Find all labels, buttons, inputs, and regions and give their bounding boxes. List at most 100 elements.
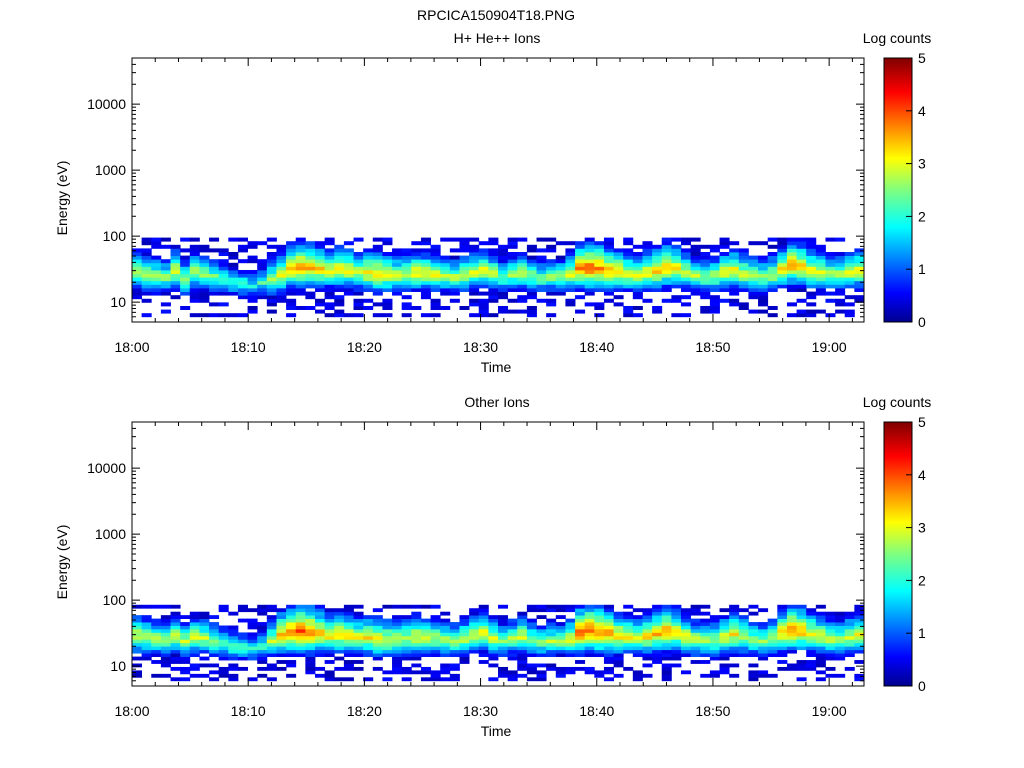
heatmap-cell	[305, 649, 316, 654]
heatmap-cell	[401, 670, 412, 675]
heatmap-cell	[372, 615, 383, 619]
heatmap-cell	[652, 309, 663, 314]
heatmap-cell	[266, 622, 277, 626]
heatmap-cell	[507, 670, 518, 675]
heatmap-cell	[449, 632, 460, 637]
heatmap-cell	[777, 604, 788, 609]
heatmap-cell	[690, 635, 701, 640]
heatmap-cell	[584, 266, 595, 271]
heatmap-cell	[729, 622, 740, 626]
heatmap-cell	[729, 635, 740, 640]
heatmap-cell	[218, 608, 229, 613]
heatmap-cell	[199, 615, 210, 619]
heatmap-cell	[343, 280, 354, 285]
heatmap-cell	[729, 608, 740, 613]
heatmap-cell	[652, 646, 663, 651]
heatmap-cell	[266, 244, 277, 249]
heatmap-cell	[825, 259, 836, 264]
heatmap-cell	[835, 639, 846, 644]
heatmap-cell	[584, 280, 595, 285]
heatmap-cell	[218, 259, 229, 264]
heatmap-cell	[189, 298, 200, 303]
heatmap-cell	[199, 295, 210, 300]
heatmap-cell	[777, 639, 788, 644]
heatmap-cell	[642, 625, 653, 630]
heatmap-cell	[141, 653, 152, 657]
heatmap-cell	[343, 262, 354, 267]
heatmap-cell	[382, 618, 393, 623]
heatmap-cell	[536, 670, 547, 675]
heatmap-cell	[642, 266, 653, 271]
heatmap-cell	[584, 277, 595, 282]
heatmap-cell	[555, 639, 566, 644]
heatmap-cell	[420, 604, 431, 609]
heatmap-cell	[334, 302, 345, 307]
heatmap-cell	[690, 280, 701, 285]
heatmap-cell	[199, 642, 210, 647]
heatmap-cell	[767, 305, 778, 310]
heatmap-cell	[209, 259, 220, 264]
heatmap-cell	[507, 259, 518, 264]
heatmap-cell	[575, 295, 586, 300]
heatmap-cell	[228, 262, 239, 267]
heatmap-cell	[459, 618, 470, 623]
heatmap-cell	[449, 673, 460, 678]
heatmap-cell	[748, 266, 759, 271]
heatmap-cell	[517, 262, 528, 267]
heatmap-cell	[189, 615, 200, 619]
heatmap-cell	[459, 287, 470, 292]
heatmap-cell	[729, 618, 740, 623]
heatmap-cell	[594, 280, 605, 285]
heatmap-cell	[758, 302, 769, 307]
heatmap-cell	[748, 653, 759, 657]
heatmap-cell	[401, 255, 412, 260]
heatmap-cell	[151, 604, 162, 609]
heatmap-cell	[353, 255, 364, 260]
heatmap-cell	[632, 291, 643, 296]
heatmap-cell	[411, 649, 422, 654]
heatmap-cell	[286, 615, 297, 619]
heatmap-cell	[315, 259, 326, 264]
heatmap-cell	[324, 639, 335, 644]
heatmap-cell	[469, 632, 480, 637]
heatmap-cell	[478, 241, 489, 246]
heatmap-cell	[132, 632, 143, 637]
heatmap-cell	[584, 608, 595, 613]
heatmap-cell	[478, 622, 489, 626]
heatmap-cell	[343, 615, 354, 619]
heatmap-cell	[247, 642, 258, 647]
colorbar-tick-label: 2	[918, 572, 926, 588]
heatmap-cell	[507, 656, 518, 661]
heatmap-cell	[440, 284, 451, 289]
heatmap-cell	[536, 266, 547, 271]
heatmap-cell	[363, 632, 374, 637]
heatmap-cell	[758, 628, 769, 633]
heatmap-cell	[623, 309, 634, 314]
heatmap-cell	[295, 604, 306, 609]
heatmap-cell	[844, 280, 855, 285]
heatmap-cell	[844, 618, 855, 623]
heatmap-cell	[661, 611, 672, 616]
heatmap-cell	[411, 252, 422, 256]
heatmap-cell	[786, 280, 797, 285]
heatmap-cell	[170, 642, 181, 647]
heatmap-cell	[709, 244, 720, 249]
heatmap-cell	[507, 632, 518, 637]
colorbar-tick-label: 4	[918, 467, 926, 483]
heatmap-cell	[526, 277, 537, 282]
heatmap-cell	[815, 670, 826, 675]
heatmap-cell	[132, 273, 143, 278]
heatmap-cell	[507, 635, 518, 640]
heatmap-cell	[334, 649, 345, 654]
heatmap-cell	[372, 277, 383, 282]
heatmap-cell	[189, 269, 200, 274]
heatmap-cell	[141, 642, 152, 647]
heatmap-cell	[758, 273, 769, 278]
heatmap-cell	[526, 649, 537, 654]
heatmap-cell	[729, 277, 740, 282]
heatmap-cell	[372, 656, 383, 661]
x-axis-ticks: 18:00 18:10 18:20 18:30 18:40 18:50 19:00	[114, 422, 853, 719]
heatmap-cell	[199, 628, 210, 633]
heatmap-cell	[257, 625, 268, 630]
heatmap-cell	[555, 642, 566, 647]
